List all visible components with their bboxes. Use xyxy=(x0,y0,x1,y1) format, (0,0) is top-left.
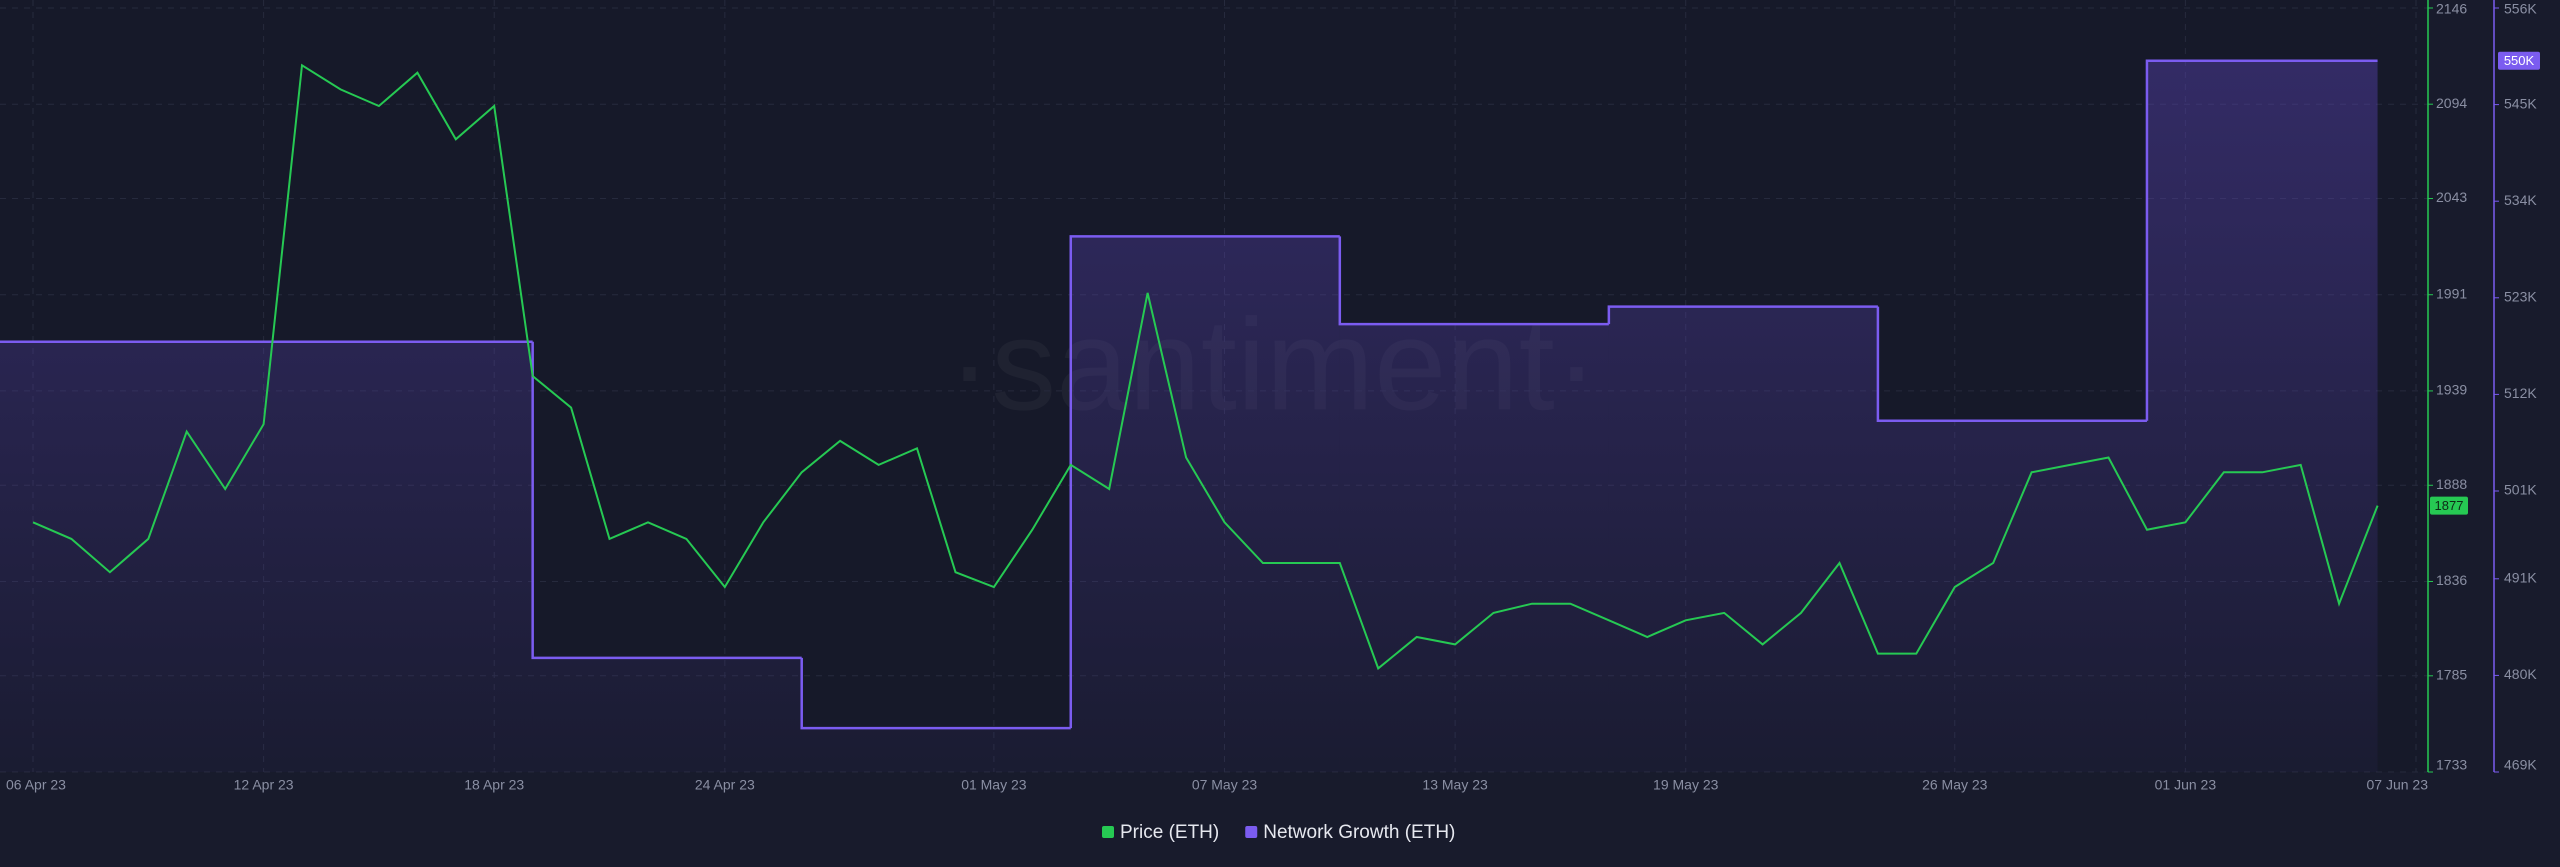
x-tick-label: 01 Jun 23 xyxy=(2155,777,2217,793)
y2-tick-label: 491K xyxy=(2504,570,2537,586)
x-tick-label: 13 May 23 xyxy=(1422,777,1488,793)
y-tick-label: 1836 xyxy=(2436,572,2467,588)
last-value-label: 550K xyxy=(2504,53,2535,68)
step-area xyxy=(1339,324,1609,772)
price-line xyxy=(32,63,2379,671)
legend: Price (ETH) Network Growth (ETH) xyxy=(1102,822,1455,843)
legend-swatch xyxy=(1102,826,1114,838)
step-line xyxy=(2145,59,2378,421)
x-tick-label: 06 Apr 23 xyxy=(6,777,66,793)
x-tick-label: 26 May 23 xyxy=(1922,777,1988,793)
step-line xyxy=(1338,236,1609,326)
y-tick-label: 1939 xyxy=(2436,382,2467,398)
step-area xyxy=(0,341,533,772)
y2-tick-label: 534K xyxy=(2504,192,2537,208)
step-area xyxy=(532,657,802,772)
x-tick-label: 19 May 23 xyxy=(1653,777,1719,793)
y-tick-label: 1733 xyxy=(2436,757,2467,773)
last-value-label: 1877 xyxy=(2435,498,2464,513)
step-line xyxy=(800,657,1071,730)
x-tick-label: 07 May 23 xyxy=(1192,777,1258,793)
y-tick-label: 2146 xyxy=(2436,1,2467,17)
y2-tick-label: 523K xyxy=(2504,288,2537,304)
x-tick-label: 07 Jun 23 xyxy=(2367,777,2429,793)
legend-label: Price (ETH) xyxy=(1120,822,1219,843)
y-tick-label: 2094 xyxy=(2436,95,2467,111)
step-area xyxy=(801,728,1071,772)
step-area xyxy=(1608,306,1878,772)
y-tick-label: 2043 xyxy=(2436,189,2467,205)
y2-tick-label: 556K xyxy=(2504,1,2537,17)
y2-tick-label: 480K xyxy=(2504,666,2537,682)
x-tick-label: 18 Apr 23 xyxy=(464,777,524,793)
step-line xyxy=(1069,235,1340,729)
y-tick-label: 1785 xyxy=(2436,667,2467,683)
y2-tick-label: 469K xyxy=(2504,757,2537,773)
step-area xyxy=(1070,236,1340,772)
step-area xyxy=(2146,60,2378,773)
y2-tick-label: 501K xyxy=(2504,482,2537,498)
x-tick-label: 24 Apr 23 xyxy=(695,777,755,793)
step-line xyxy=(531,341,802,660)
step-area xyxy=(1877,420,2147,772)
last-value-badge xyxy=(2430,496,2468,515)
legend-label: Network Growth (ETH) xyxy=(1263,822,1455,843)
x-tick-label: 01 May 23 xyxy=(961,777,1027,793)
y-tick-label: 1888 xyxy=(2436,476,2467,492)
x-tick-label: 12 Apr 23 xyxy=(234,777,294,793)
step-line xyxy=(1607,305,1878,325)
y2-tick-label: 545K xyxy=(2504,95,2537,111)
legend-swatch xyxy=(1245,826,1258,838)
step-line xyxy=(1876,306,2147,422)
y2-tick-label: 512K xyxy=(2504,385,2537,401)
last-value-badge xyxy=(2498,51,2540,70)
y-tick-label: 1991 xyxy=(2436,285,2467,301)
